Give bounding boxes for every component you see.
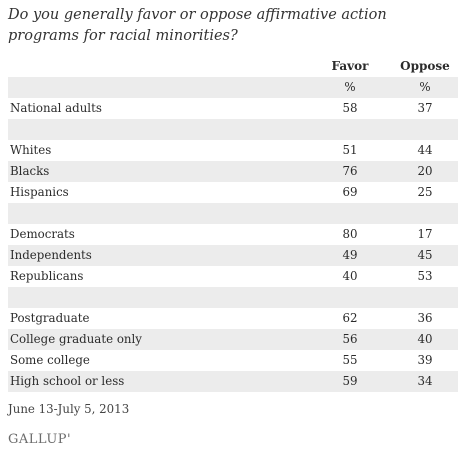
table-body: National adults 58 37 Whites 51 44 Blacks 76 20 H… [8,98,458,392]
favor-value: 62 [342,311,358,325]
table-row: National adults 58 37 [8,98,458,119]
chart-title: Do you generally favor or oppose affirma… [8,7,387,44]
gallup-logo: GALLUP' [8,432,72,447]
oppose-unit: % [419,80,431,94]
favor-value: 51 [342,143,358,157]
oppose-value: 17 [417,227,433,241]
oppose-value: 53 [417,269,433,283]
table-row: High school or less 59 34 [8,371,458,392]
table-row: Democrats 80 17 [8,224,458,245]
table-row: Hispanics 69 25 [8,182,458,203]
oppose-value: 34 [417,374,433,388]
row-label: Some college [10,353,90,367]
table-row: Postgraduate 62 36 [8,308,458,329]
row-label: Blacks [10,164,50,178]
favor-value: 55 [342,353,358,367]
table-row: Whites 51 44 [8,140,458,161]
row-label: Whites [10,143,52,157]
table-row: Independents 49 45 [8,245,458,266]
favor-value: 40 [342,269,358,283]
favor-value: 49 [342,248,358,262]
oppose-column-header: Oppose [400,59,450,73]
oppose-value: 39 [417,353,433,367]
spacer-row [8,287,458,308]
results-table: Favor Oppose % % National adults 58 37 Whit… [8,56,458,392]
favor-value: 76 [342,164,358,178]
oppose-value: 40 [417,332,433,346]
oppose-value: 20 [417,164,433,178]
row-label: Democrats [10,227,75,241]
row-label: Republicans [10,269,84,283]
table-row: Blacks 76 20 [8,161,458,182]
oppose-value: 36 [417,311,433,325]
table-row: College graduate only 56 40 [8,329,458,350]
favor-value: 58 [342,101,358,115]
favor-value: 69 [342,185,358,199]
spacer-row [8,119,458,140]
oppose-value: 44 [417,143,433,157]
table-row: Some college 55 39 [8,350,458,371]
row-label: Hispanics [10,185,69,199]
favor-unit: % [344,80,356,94]
spacer-row [8,203,458,224]
row-label: Postgraduate [10,311,90,325]
oppose-value: 45 [417,248,433,262]
row-label: College graduate only [10,332,142,346]
row-label: High school or less [10,374,125,388]
table-row: Republicans 40 53 [8,266,458,287]
unit-row: % % [8,77,458,98]
row-label: National adults [10,101,102,115]
favor-column-header: Favor [331,59,369,73]
survey-dates: June 13-July 5, 2013 [8,402,130,416]
oppose-value: 25 [417,185,433,199]
favor-value: 56 [342,332,358,346]
column-header-row: Favor Oppose [8,56,458,77]
favor-value: 80 [342,227,358,241]
row-label: Independents [10,248,92,262]
favor-value: 59 [342,374,358,388]
oppose-value: 37 [417,101,433,115]
